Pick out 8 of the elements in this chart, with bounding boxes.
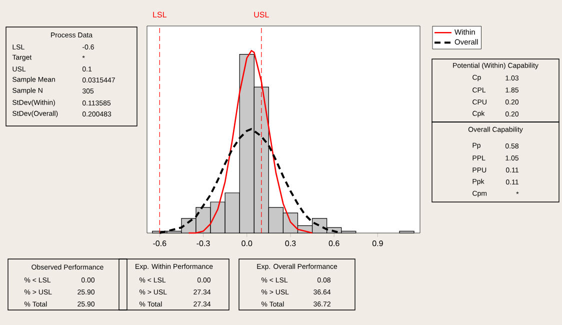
x-tick-label: 0.6: [328, 240, 340, 246]
x-tick-label: -0.6: [153, 240, 166, 246]
x-tick-label: 0.9: [372, 240, 383, 246]
ref-line-label: LSL: [153, 12, 167, 18]
ref-line-label: USL: [254, 12, 269, 18]
x-tick-label: 0.0: [242, 240, 252, 246]
x-tick-label: -0.3: [196, 240, 210, 246]
x-tick-label: 0.3: [285, 240, 296, 246]
